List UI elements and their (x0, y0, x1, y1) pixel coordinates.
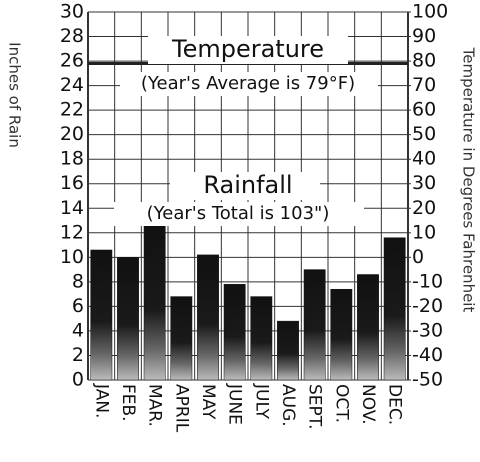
y2-tick-label: -10 (412, 270, 443, 292)
y-tick-label: 24 (60, 74, 84, 96)
y-tick-label: 10 (60, 246, 84, 268)
y-tick-label: 28 (60, 25, 84, 47)
x-tick-label: JULY (251, 383, 271, 420)
annotation-box (120, 72, 378, 96)
x-tick-label: DEC. (385, 384, 405, 425)
annotation-box (114, 202, 364, 226)
y2-tick-label: 20 (412, 197, 436, 219)
bar (330, 288, 353, 381)
y-tick-label: 18 (60, 148, 84, 170)
bar (170, 296, 193, 381)
y2-tick-label: -20 (412, 295, 443, 317)
y-tick-label: 6 (72, 295, 84, 317)
bar (250, 296, 273, 381)
y-tick-label: 26 (60, 50, 84, 72)
y-tick-label: 0 (72, 369, 84, 391)
y2-tick-label: 70 (412, 74, 436, 96)
bar (383, 237, 406, 381)
y-tick-label: 12 (60, 221, 84, 243)
y2-tick-label: 100 (412, 1, 448, 23)
annotation: (Year's Average is 79°F) (141, 73, 355, 94)
y2-tick-label: 30 (412, 172, 436, 194)
y-axis-label: Inches of Rain (6, 42, 24, 148)
x-tick-label: MAY (198, 384, 218, 420)
x-tick-label: APRIL (171, 384, 191, 433)
x-tick-label: FEB. (118, 384, 138, 422)
bar (90, 249, 113, 381)
annotation: Temperature (171, 35, 324, 63)
annotation-box (148, 36, 348, 64)
y2-tick-label: 80 (412, 50, 436, 72)
bar (303, 269, 326, 381)
x-tick-label: NOV. (358, 384, 378, 425)
bar (357, 274, 379, 381)
y-tick-label: 20 (60, 123, 84, 145)
y2-tick-label: 90 (412, 25, 436, 47)
y2-tick-label: -30 (412, 319, 443, 341)
x-tick-label: SEPT. (305, 384, 325, 430)
x-tick-label: AUG. (278, 384, 298, 427)
annotation-box (170, 172, 320, 200)
y-tick-label: 14 (60, 197, 84, 219)
y-tick-label: 16 (60, 172, 84, 194)
y2-tick-label: -40 (412, 344, 443, 366)
y-tick-label: 2 (72, 344, 84, 366)
bar (277, 320, 299, 381)
y2-tick-label: 0 (412, 246, 424, 268)
x-tick-label: JUNE (225, 383, 245, 425)
bar (117, 257, 139, 381)
x-tick-label: OCT. (331, 384, 351, 423)
y-tick-label: 4 (72, 319, 84, 341)
y2-axis-label: Temperature in Degrees Fahrenheit (460, 47, 478, 313)
y2-tick-label: 40 (412, 148, 436, 170)
bar (197, 254, 219, 381)
y2-tick-label: -50 (412, 369, 443, 391)
bar (223, 284, 246, 381)
x-tick-label: MAR. (145, 384, 165, 427)
y2-tick-label: 10 (412, 221, 436, 243)
y-tick-label: 22 (60, 99, 84, 121)
y2-tick-label: 50 (412, 123, 436, 145)
bar (143, 225, 166, 381)
y-tick-label: 30 (60, 1, 84, 23)
x-tick-label: JAN. (91, 383, 111, 418)
y-tick-label: 8 (72, 270, 84, 292)
annotation: (Year's Total is 103") (147, 203, 330, 224)
y2-tick-label: 60 (412, 99, 436, 121)
annotation: Rainfall (203, 171, 292, 199)
